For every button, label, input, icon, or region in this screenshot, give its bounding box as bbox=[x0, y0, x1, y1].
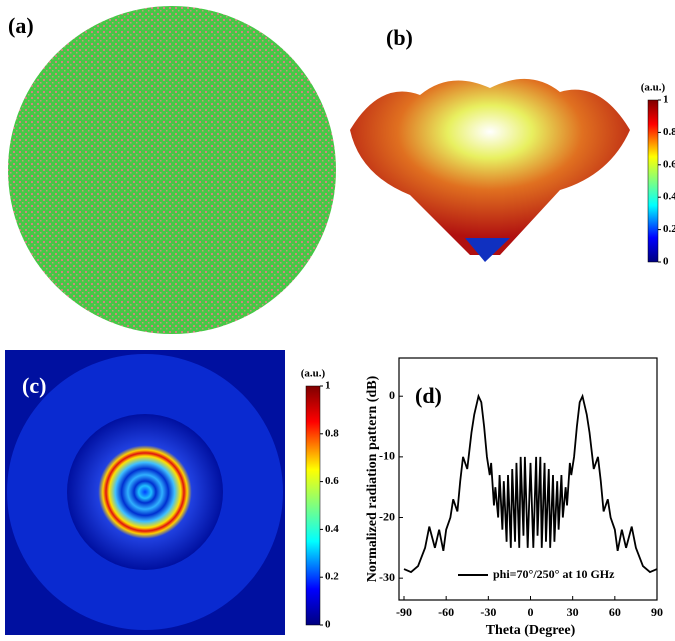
x-tick-label: 90 bbox=[651, 605, 663, 619]
y-tick-label: 0 bbox=[389, 388, 395, 402]
3d-pattern bbox=[350, 78, 630, 255]
x-tick-label: -30 bbox=[480, 605, 496, 619]
colorbar-tick-label: 0.2 bbox=[325, 571, 339, 583]
colorbar-tick-label: 1 bbox=[325, 380, 331, 392]
x-tick-label: -60 bbox=[438, 605, 454, 619]
colorbar bbox=[647, 99, 659, 263]
x-tick-label: -90 bbox=[396, 605, 412, 619]
colorbar-label: (a.u.) bbox=[641, 82, 666, 94]
panel-label: (c) bbox=[22, 373, 46, 398]
y-tick-label: -20 bbox=[379, 509, 395, 523]
colorbar-tick-label: 0 bbox=[663, 256, 669, 268]
colorbar-tick-label: 0.2 bbox=[663, 223, 675, 235]
colorbar-tick-label: 0.6 bbox=[325, 475, 339, 487]
y-tick-label: -10 bbox=[379, 449, 395, 463]
colorbar bbox=[305, 385, 321, 626]
colorbar-tick-label: 0.6 bbox=[663, 158, 675, 170]
field-map bbox=[67, 414, 223, 570]
colorbar-tick-label: 0.8 bbox=[325, 427, 339, 439]
x-tick-label: 60 bbox=[609, 605, 621, 619]
legend-label: phi=70°/250° at 10 GHz bbox=[493, 567, 615, 581]
panel-label: (b) bbox=[386, 25, 413, 50]
colorbar-tick-label: 0.4 bbox=[663, 191, 675, 203]
panel-label: (a) bbox=[8, 13, 34, 38]
plot-frame bbox=[398, 357, 658, 601]
line bbox=[403, 393, 658, 574]
x-axis-label: Theta (Degree) bbox=[486, 623, 576, 638]
y-axis-label: Normalized radiation pattern (dB) bbox=[365, 375, 380, 582]
3d-pattern-tail bbox=[465, 238, 510, 262]
colorbar-tick-label: 1 bbox=[663, 94, 669, 106]
panel-label: (d) bbox=[415, 383, 442, 408]
x-tick-label: 30 bbox=[567, 605, 579, 619]
y-tick-label: -30 bbox=[379, 570, 395, 584]
colorbar-tick-label: 0.8 bbox=[663, 126, 675, 138]
array-layout bbox=[8, 6, 336, 334]
colorbar-label: (a.u.) bbox=[301, 368, 326, 380]
x-tick-label: 0 bbox=[528, 605, 534, 619]
colorbar-tick-label: 0 bbox=[325, 619, 331, 631]
colorbar-tick-label: 0.4 bbox=[325, 523, 339, 535]
